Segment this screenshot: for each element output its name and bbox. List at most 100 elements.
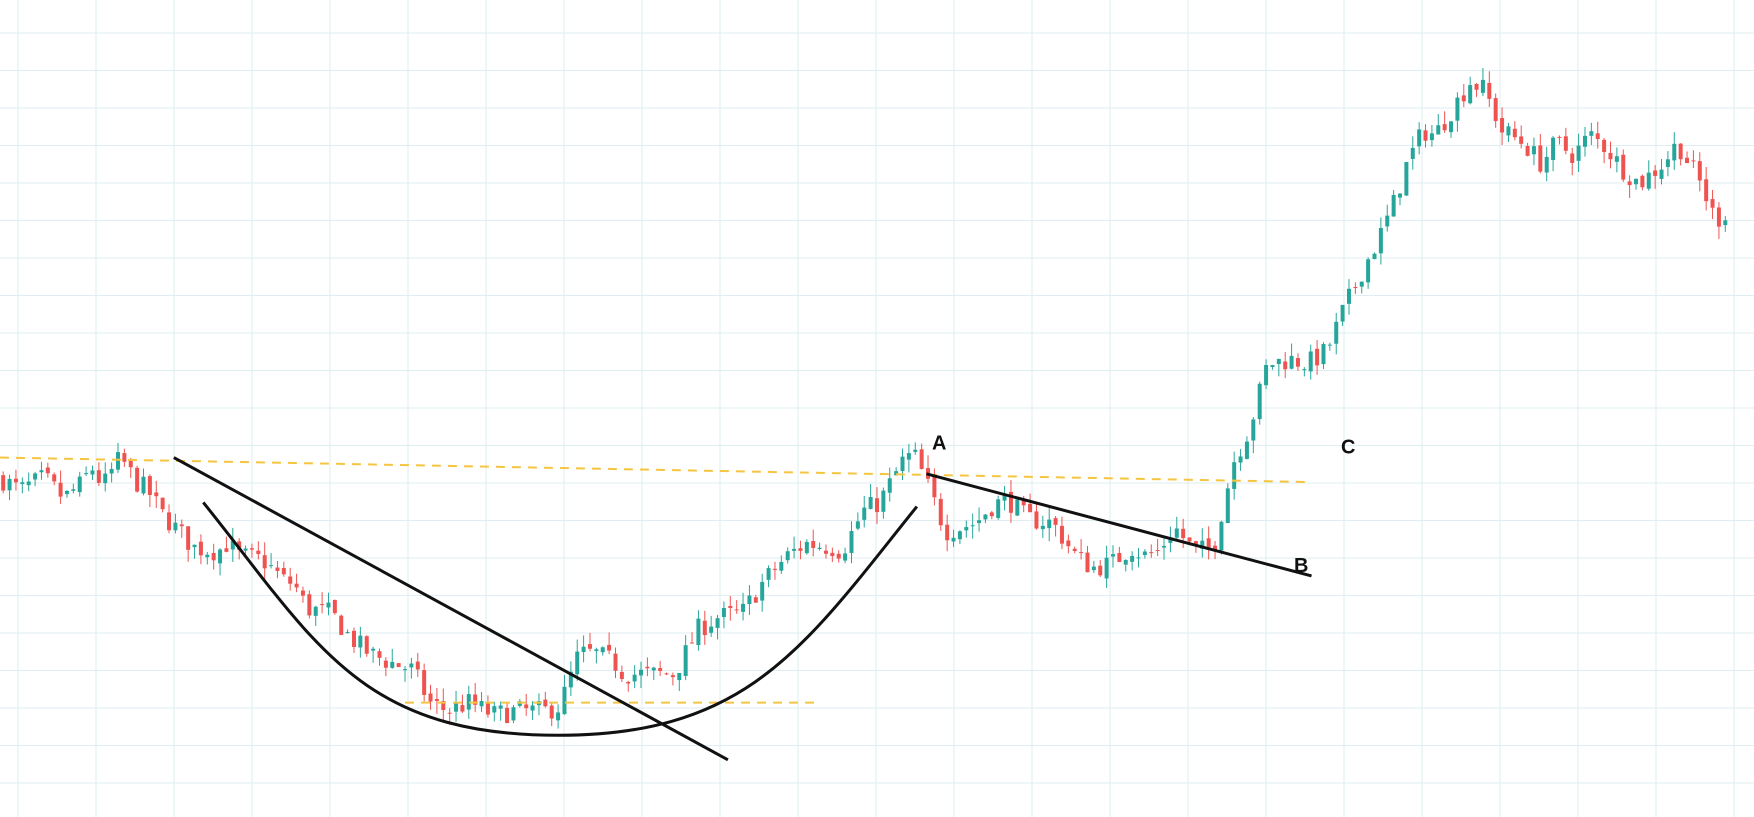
candle-body [281, 568, 286, 575]
candle-body [772, 568, 777, 570]
candle-body [84, 473, 89, 475]
candle-body [26, 481, 31, 486]
candle-body [1417, 129, 1422, 147]
candle-body [39, 470, 44, 473]
candle-body [1295, 358, 1300, 367]
candle-body [364, 636, 369, 654]
candle-body [1506, 126, 1511, 136]
candle-body [989, 512, 994, 517]
candle-body [1391, 194, 1396, 217]
candle-body [919, 449, 924, 470]
candle-body [1110, 554, 1115, 557]
candle-body [1538, 145, 1543, 172]
candle-body [1251, 419, 1256, 441]
candle-body [454, 703, 459, 712]
candle-body [1461, 95, 1466, 102]
candle-body [1672, 143, 1677, 161]
candle-body [167, 512, 172, 531]
candle-body [587, 644, 592, 649]
candle-body [45, 467, 50, 474]
candle-body [970, 525, 975, 527]
candle-body [1710, 199, 1715, 208]
point-label-a: A [932, 432, 946, 454]
candle-body [396, 663, 401, 668]
candle-body [823, 550, 828, 554]
candle-body [288, 576, 293, 584]
candle-body [651, 667, 656, 671]
candle-body [894, 471, 899, 476]
candle-body [677, 672, 682, 681]
candle-body [1123, 559, 1128, 565]
candle-body [1187, 537, 1192, 542]
candle-body [1487, 82, 1492, 99]
candle-body [224, 548, 229, 552]
candle-body [64, 490, 69, 495]
candle-body [1423, 130, 1428, 141]
candle-body [887, 478, 892, 493]
candle-body [1512, 128, 1517, 138]
candle-body [1244, 441, 1249, 459]
candle-body [1040, 525, 1045, 530]
candle-body [128, 459, 133, 468]
candle-body [1665, 159, 1670, 167]
candle-body [1410, 147, 1415, 159]
candle-body [906, 453, 911, 460]
candle-body [1589, 131, 1594, 136]
level-lines [0, 456, 1310, 704]
candle-body [1130, 555, 1135, 562]
candle-body [575, 651, 580, 675]
candle-body [1200, 540, 1205, 549]
candle-body [1474, 84, 1479, 90]
candle-body [192, 544, 197, 548]
candle-body [1302, 369, 1307, 371]
candle-body [1085, 552, 1090, 573]
candle-body [1206, 538, 1211, 548]
candle-body [702, 620, 707, 636]
candle-body [862, 507, 867, 520]
candle-body [964, 527, 969, 531]
candle-body [594, 649, 599, 652]
candle-body [205, 554, 210, 558]
candle-body [20, 482, 25, 485]
candle-body [1563, 136, 1568, 151]
candle-body [345, 631, 350, 633]
candle-body [441, 701, 446, 710]
candle-body [830, 552, 835, 557]
candle-body [683, 645, 688, 676]
candle-body [135, 467, 140, 492]
candle-body [760, 581, 765, 601]
candle-body [1723, 220, 1728, 226]
candle-body [1315, 348, 1320, 366]
candle-body [881, 490, 886, 512]
candle-body [843, 553, 848, 561]
candle-body [237, 541, 242, 550]
candle-body [1544, 156, 1549, 173]
candle-body [868, 497, 873, 509]
candle-body [211, 552, 216, 561]
candle-body [1155, 550, 1160, 552]
candle-body [300, 590, 305, 596]
candle-body [1659, 169, 1664, 179]
candle-body [568, 671, 573, 688]
candle-body [1104, 557, 1109, 579]
candle-body [154, 492, 159, 497]
candle-body [1015, 499, 1020, 516]
candle-body [734, 609, 739, 611]
candle-body [1704, 179, 1709, 202]
candle-body [945, 524, 950, 541]
candle-body [371, 648, 376, 651]
candle-body [320, 604, 325, 606]
candle-body [1646, 172, 1651, 189]
candle-body [900, 456, 905, 472]
candle-body [562, 686, 567, 715]
candle-body [766, 568, 771, 580]
candle-body [1551, 137, 1556, 160]
candle-body [1678, 143, 1683, 160]
candle-body [600, 647, 605, 653]
candle-body [77, 476, 82, 493]
candle-body [1480, 79, 1485, 93]
candle-body [173, 522, 178, 531]
trendlines [173, 456, 1312, 762]
candle-body [1168, 538, 1173, 543]
candle-body [52, 474, 57, 482]
